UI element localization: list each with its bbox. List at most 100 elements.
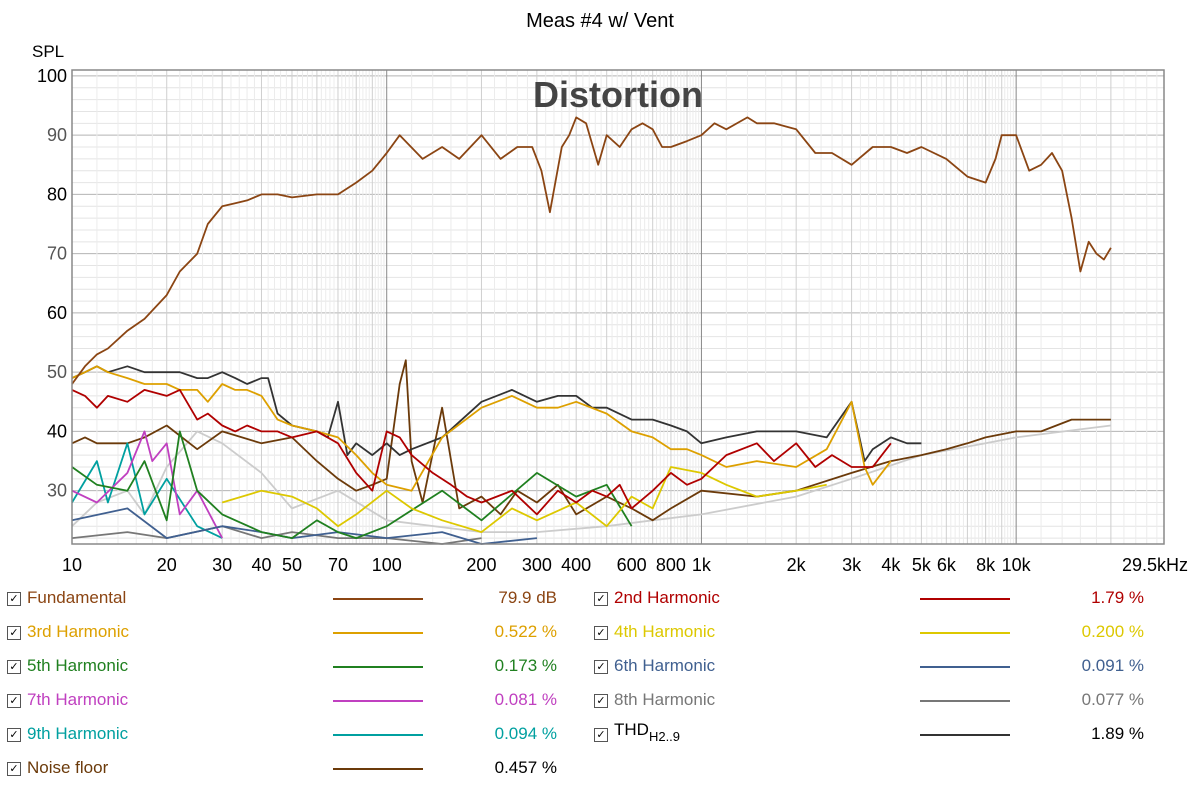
x-tick-label: 600 <box>617 555 647 575</box>
legend-item-label: 9th Harmonic <box>27 724 129 743</box>
legend-item: ✓ 7th Harmonic 0.081 % <box>7 690 567 714</box>
x-tick-label: 4k <box>881 555 901 575</box>
grid <box>71 70 1164 544</box>
y-tick-label: 30 <box>47 481 67 501</box>
legend-checkbox[interactable]: ✓ <box>7 626 21 640</box>
legend-line-swatch <box>920 734 1010 736</box>
series-line-thd <box>71 365 922 463</box>
x-tick-label: 2k <box>787 555 807 575</box>
legend-item: ✓ THDH2..9 1.89 % <box>594 720 1154 748</box>
x-tick-label: 100 <box>372 555 402 575</box>
y-tick-label: 80 <box>47 184 67 204</box>
y-tick-label: 90 <box>47 125 67 145</box>
x-tick-label: 1k <box>692 555 712 575</box>
x-tick-label: 70 <box>328 555 348 575</box>
legend-item: ✓ 2nd Harmonic 1.79 % <box>594 588 1154 612</box>
x-tick-label: 6k <box>937 555 957 575</box>
y-tick-label: 100 <box>37 66 67 86</box>
x-tick-label: 5k <box>912 555 932 575</box>
legend-item-subscript: H2..9 <box>648 729 681 744</box>
series-line-9th-harmonic <box>71 442 223 539</box>
x-tick-label: 400 <box>561 555 591 575</box>
y-tick-labels: 30 40 50 60 70 80 90 100 <box>37 66 67 501</box>
legend-item-value: 79.9 dB <box>498 588 557 607</box>
series-line-7th-harmonic <box>71 430 223 539</box>
legend-line-swatch <box>920 700 1010 702</box>
legend-item-name: 7th Harmonic <box>27 690 128 710</box>
x-tick-label: 40 <box>251 555 271 575</box>
legend-checkbox[interactable]: ✓ <box>7 660 21 674</box>
x-tick-label: 800 <box>656 555 686 575</box>
legend-line-swatch <box>333 700 423 702</box>
x-tick-label: 200 <box>466 555 496 575</box>
legend-checkbox[interactable]: ✓ <box>7 592 21 606</box>
legend-item: ✓ Noise floor 0.457 % <box>7 758 567 782</box>
x-tick-label: 10k <box>1002 555 1032 575</box>
legend-item-value: 0.457 % <box>494 758 557 777</box>
legend-item-value: 0.173 % <box>494 656 557 675</box>
legend-item: ✓ Fundamental 79.9 dB <box>7 588 567 612</box>
legend-item-label: 8th Harmonic <box>614 690 716 709</box>
legend-item-label: 5th Harmonic <box>27 656 129 675</box>
legend-item-value: 0.094 % <box>494 724 557 743</box>
legend-item-label: Fundamental <box>27 588 127 607</box>
legend-item-value: 1.89 % <box>1091 724 1144 743</box>
legend-checkbox[interactable]: ✓ <box>594 728 608 742</box>
legend-line-swatch <box>333 598 423 600</box>
legend-item-value: 0.522 % <box>494 622 557 641</box>
legend-line-swatch <box>333 734 423 736</box>
chart-subtitle: Distortion <box>533 74 703 115</box>
legend-line-swatch <box>920 598 1010 600</box>
legend-checkbox[interactable]: ✓ <box>7 728 21 742</box>
legend-line-swatch <box>920 666 1010 668</box>
legend-line-swatch <box>333 632 423 634</box>
legend-item: ✓ 4th Harmonic 0.200 % <box>594 622 1154 646</box>
y-tick-label: 50 <box>47 362 67 382</box>
legend-item-value: 0.077 % <box>1081 690 1144 709</box>
legend-item-label: 2nd Harmonic <box>614 588 720 607</box>
series-line-3rd-harmonic <box>71 365 892 492</box>
chart-title: Meas #4 w/ Vent <box>526 10 674 32</box>
legend-item-name: 2nd Harmonic <box>614 588 720 608</box>
x-tick-label: 10 <box>62 555 82 575</box>
legend-item: ✓ 3rd Harmonic 0.522 % <box>7 622 567 646</box>
legend-item-value: 1.79 % <box>1091 588 1144 607</box>
legend-item-value: 0.091 % <box>1081 656 1144 675</box>
legend-item-name: 8th Harmonic <box>614 690 715 710</box>
legend-item: ✓ 9th Harmonic 0.094 % <box>7 724 567 748</box>
plot-border <box>71 69 1165 545</box>
series-line-5th-harmonic <box>71 430 633 539</box>
legend-item-label: 4th Harmonic <box>614 622 716 641</box>
x-tick-label: 29.5kHz <box>1122 555 1188 575</box>
legend-item-name: 5th Harmonic <box>27 656 128 676</box>
x-tick-label: 3k <box>842 555 862 575</box>
legend-checkbox[interactable]: ✓ <box>594 592 608 606</box>
x-tick-label: 50 <box>282 555 302 575</box>
x-tick-label: 20 <box>157 555 177 575</box>
legend-line-swatch <box>920 632 1010 634</box>
legend-item: ✓ 8th Harmonic 0.077 % <box>594 690 1154 714</box>
legend-checkbox[interactable]: ✓ <box>594 660 608 674</box>
legend-item-name: Fundamental <box>27 588 126 608</box>
legend-line-swatch <box>333 666 423 668</box>
y-axis-label: SPL <box>32 42 65 61</box>
x-tick-label: 30 <box>212 555 232 575</box>
legend-item-value: 0.200 % <box>1081 622 1144 641</box>
legend-checkbox[interactable]: ✓ <box>7 694 21 708</box>
distortion-chart: 30 40 50 60 70 80 90 100 10 20 30 40 50 70 100 200 300 4… <box>37 66 1188 575</box>
legend-item-label: 6th Harmonic <box>614 656 716 675</box>
legend-checkbox[interactable]: ✓ <box>7 762 21 776</box>
legend-checkbox[interactable]: ✓ <box>594 626 608 640</box>
legend-item-name: 9th Harmonic <box>27 724 128 744</box>
legend-item-name: 4th Harmonic <box>614 622 715 642</box>
legend-line-swatch <box>333 768 423 770</box>
series-line-2nd-harmonic <box>71 388 892 516</box>
legend-item-label: 3rd Harmonic <box>27 622 130 641</box>
y-tick-label: 40 <box>47 421 67 441</box>
y-tick-label: 70 <box>47 244 67 264</box>
y-tick-label: 60 <box>47 303 67 323</box>
legend-item-name: 3rd Harmonic <box>27 622 129 642</box>
legend-checkbox[interactable]: ✓ <box>594 694 608 708</box>
legend-item-name: THDH2..9 <box>614 720 680 744</box>
legend-item-name: 6th Harmonic <box>614 656 715 676</box>
